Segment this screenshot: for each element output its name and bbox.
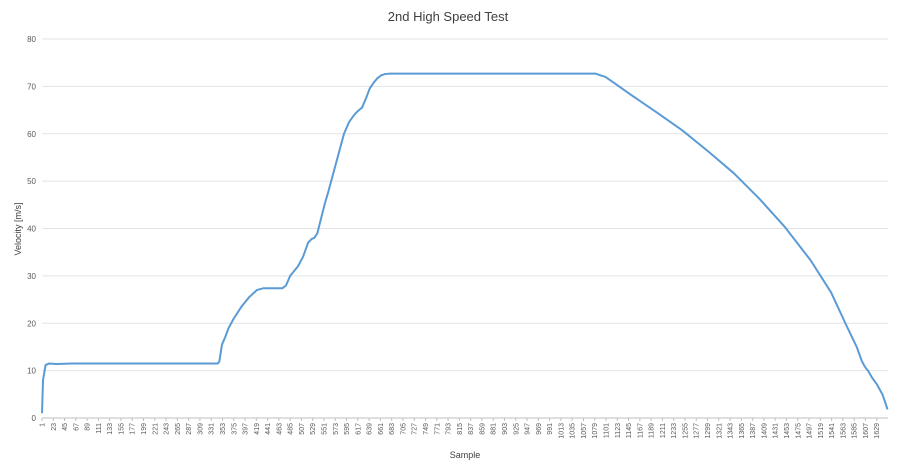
x-tick-label: 1189 [649,423,656,438]
x-tick-label: 1541 [829,423,836,439]
x-tick-label: 441 [265,423,272,435]
x-tick-label: 1431 [773,423,780,439]
y-tick-label: 40 [27,225,36,234]
x-tick-label: 991 [547,423,554,435]
x-tick-label: 705 [400,423,407,435]
x-tick-label: 1167 [637,423,644,438]
x-tick-label: 1101 [604,423,611,438]
x-tick-label: 375 [231,423,238,435]
x-tick-label: 1475 [795,423,802,439]
x-tick-label: 1607 [863,423,870,439]
x-tick-label: 1387 [750,423,757,439]
x-tick-label: 1585 [852,423,859,439]
series-line-velocity [41,72,889,414]
x-tick-label: 881 [491,423,498,435]
x-tick-label: 419 [254,423,261,435]
x-tick-label: 221 [152,423,159,435]
x-tick-label: 507 [299,423,306,435]
x-tick-label: 749 [423,423,430,435]
x-tick-label: 859 [479,423,486,435]
x-axis-title: Sample [450,450,481,460]
x-tick-label: 397 [243,423,250,435]
x-tick-label: 1365 [739,423,746,439]
x-tick-label: 1453 [784,423,791,439]
x-tick-label: 1299 [705,423,712,439]
x-tick-label: 793 [446,423,453,435]
x-tick-label: 573 [333,423,340,435]
x-tick-label: 925 [513,423,520,435]
x-tick-label: 133 [107,423,114,435]
x-tick-label: 837 [468,423,475,435]
x-tick-label: 529 [310,423,317,435]
y-tick-label: 0 [32,414,37,423]
x-tick-label: 243 [164,423,171,435]
x-tick-label: 1255 [682,423,689,439]
x-tick-label: 111 [96,423,103,434]
x-tick-label: 485 [288,423,295,435]
y-axis-title: Velocity [m/s] [13,202,23,255]
x-tick-label: 1035 [570,423,577,439]
y-tick-label: 10 [27,367,36,376]
x-tick-label: 1409 [761,423,768,439]
y-tick-label: 80 [27,35,36,44]
x-tick-label: 1211 [660,423,667,438]
x-tick-label: 89 [85,423,92,431]
series-group [41,72,889,414]
x-tick-label: 947 [525,423,532,435]
x-tick-label: 1343 [728,423,735,439]
x-tick-label: 67 [73,423,80,431]
x-tick-label: 1321 [716,423,723,439]
x-tick-label: 463 [276,423,283,435]
x-tick-label: 1629 [874,423,881,439]
x-axis-ticks: 1 23 45 67 89 111 133 155 177 199 221 243 265 287 309 3… [40,418,881,439]
x-tick-label: 1563 [840,423,847,439]
x-tick-label: 683 [389,423,396,435]
x-tick-label: 1123 [615,423,622,438]
chart-title: 2nd High Speed Test [388,9,509,24]
x-tick-label: 727 [412,423,419,435]
x-tick-label: 1497 [807,423,814,439]
x-tick-label: 45 [62,423,69,431]
x-tick-label: 1 [40,423,47,427]
gridlines [42,38,888,372]
y-tick-label: 30 [27,272,36,281]
x-tick-label: 155 [118,423,125,435]
y-tick-label: 70 [27,82,36,91]
x-tick-label: 353 [220,423,227,435]
y-tick-label: 20 [27,319,36,328]
x-tick-label: 23 [51,423,58,431]
x-tick-label: 1057 [581,423,588,439]
x-tick-label: 199 [141,423,148,435]
x-tick-label: 969 [536,423,543,435]
x-tick-label: 331 [209,423,216,435]
x-tick-label: 265 [175,423,182,435]
x-tick-label: 661 [378,423,385,435]
x-tick-label: 639 [367,423,374,435]
x-tick-label: 1013 [558,423,565,439]
x-tick-label: 903 [502,423,509,435]
x-tick-label: 551 [322,423,329,435]
x-tick-label: 771 [434,423,441,435]
x-tick-label: 1277 [694,423,701,439]
x-tick-label: 287 [186,423,193,435]
y-tick-label: 60 [27,130,36,139]
x-tick-label: 1145 [626,423,633,438]
y-tick-label: 50 [27,177,36,186]
y-axis-ticks: 0 10 20 30 40 50 60 70 80 [27,35,36,423]
x-tick-label: 177 [130,423,137,435]
x-tick-label: 617 [355,423,362,435]
x-tick-label: 309 [197,423,204,435]
x-tick-label: 1233 [671,423,678,439]
x-tick-label: 595 [344,423,351,435]
x-tick-label: 1079 [592,423,599,439]
x-tick-label: 815 [457,423,464,435]
x-tick-label: 1519 [818,423,825,439]
